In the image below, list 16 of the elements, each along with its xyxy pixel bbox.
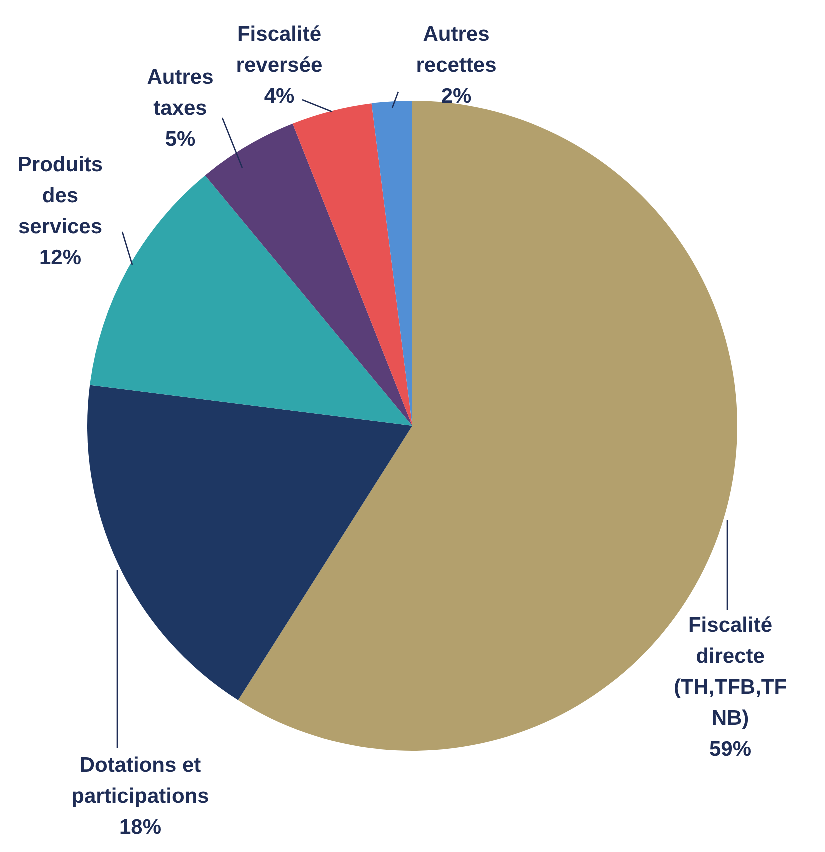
data-label: 5% (165, 128, 196, 151)
data-label: 4% (264, 85, 295, 108)
slice-label: Dotations et participations (72, 754, 210, 808)
data-label: 12% (39, 246, 82, 270)
data-label: 2% (441, 85, 472, 108)
pie-slice (372, 101, 412, 426)
slice-label: Autres recettes (416, 23, 497, 77)
pie-slice (205, 124, 412, 426)
data-label: 18% (119, 816, 162, 839)
slice-label: Autres taxes (147, 66, 214, 120)
pie-slice (88, 385, 412, 700)
slice-label: Produits des services (18, 154, 104, 238)
pie-slice (292, 104, 412, 426)
slice-label: Fiscalité directe (TH,TFB,TFNB) (674, 614, 788, 730)
data-label: 59% (709, 738, 752, 761)
slice-label: Fiscalité reversée (236, 23, 323, 77)
